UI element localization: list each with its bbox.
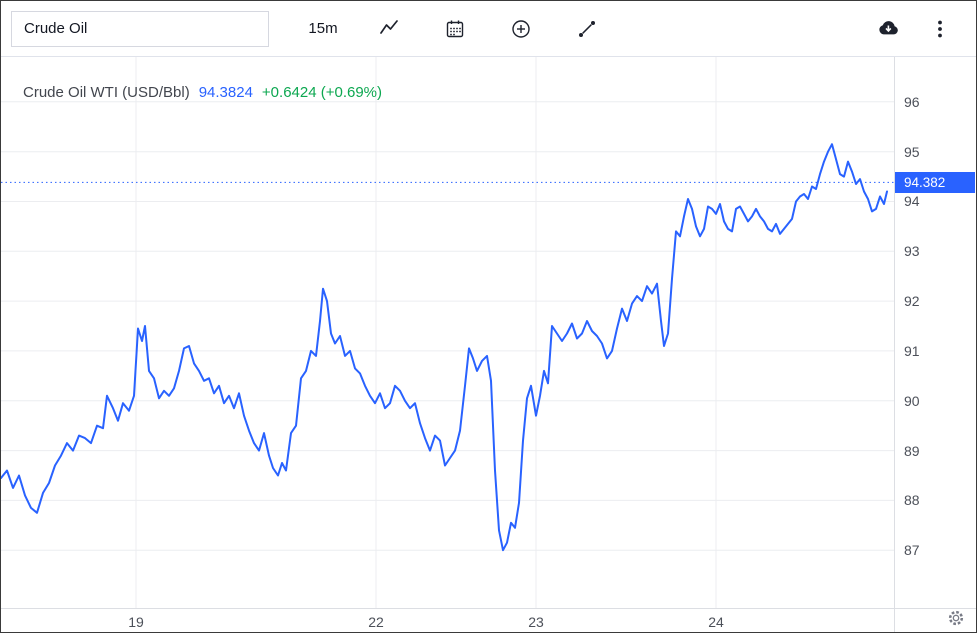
calendar-icon	[444, 18, 466, 40]
legend-change: +0.6424 (+0.69%)	[261, 84, 383, 101]
settings-gear-icon	[946, 610, 966, 631]
time-tick-label: 19	[128, 614, 144, 630]
time-tick-label: 23	[528, 614, 544, 630]
more-menu-button[interactable]	[922, 11, 958, 47]
interval-button[interactable]: 15m	[305, 11, 341, 47]
time-axis[interactable]: 19 22 23 24	[1, 609, 894, 632]
compare-add-button[interactable]	[503, 11, 539, 47]
trend-line-tool-icon	[576, 18, 598, 40]
more-menu-icon	[929, 18, 951, 40]
legend-symbol-title: Crude Oil WTI (USD/Bbl)	[23, 84, 190, 101]
price-tick-label: 95	[904, 143, 920, 160]
price-axis[interactable]: 96 95 94 93 92 91 90 89 88 87	[895, 57, 976, 608]
price-tick-label: 87	[904, 542, 920, 559]
cloud-save-button[interactable]	[870, 11, 906, 47]
toolbar-right-group	[870, 11, 958, 47]
last-price-label: 94.382	[895, 171, 975, 193]
price-axis-border	[894, 57, 895, 632]
time-tick-label: 22	[368, 614, 384, 630]
price-tick-label: 92	[904, 293, 920, 310]
legend-last-value: 94.3824	[198, 84, 253, 101]
settings-button[interactable]	[946, 608, 966, 631]
chart-plot-area[interactable]	[1, 57, 894, 608]
price-tick-label: 96	[904, 93, 920, 110]
time-tick-label: 24	[708, 614, 724, 630]
price-tick-label: 91	[904, 342, 920, 359]
chart-style-button[interactable]	[371, 11, 407, 47]
date-range-button[interactable]	[437, 11, 473, 47]
cloud-save-icon	[876, 17, 900, 41]
chart-area: Crude Oil WTI (USD/Bbl) 94.3824 +0.6424 …	[1, 57, 976, 632]
toolbar: 15m	[1, 1, 976, 57]
symbol-search-input[interactable]	[11, 10, 269, 47]
time-axis-border	[1, 608, 976, 609]
add-circle-icon	[510, 18, 532, 40]
price-series-line	[1, 143, 888, 552]
price-tick-label: 88	[904, 492, 920, 509]
price-tick-label: 90	[904, 392, 920, 409]
line-chart-style-icon	[378, 18, 400, 40]
price-tick-label: 89	[904, 442, 920, 459]
trend-line-tool-button[interactable]	[569, 11, 605, 47]
price-tick-label: 93	[904, 243, 920, 260]
price-tick-label: 94	[904, 193, 920, 210]
chart-legend: Crude Oil WTI (USD/Bbl) 94.3824 +0.6424 …	[23, 84, 382, 101]
